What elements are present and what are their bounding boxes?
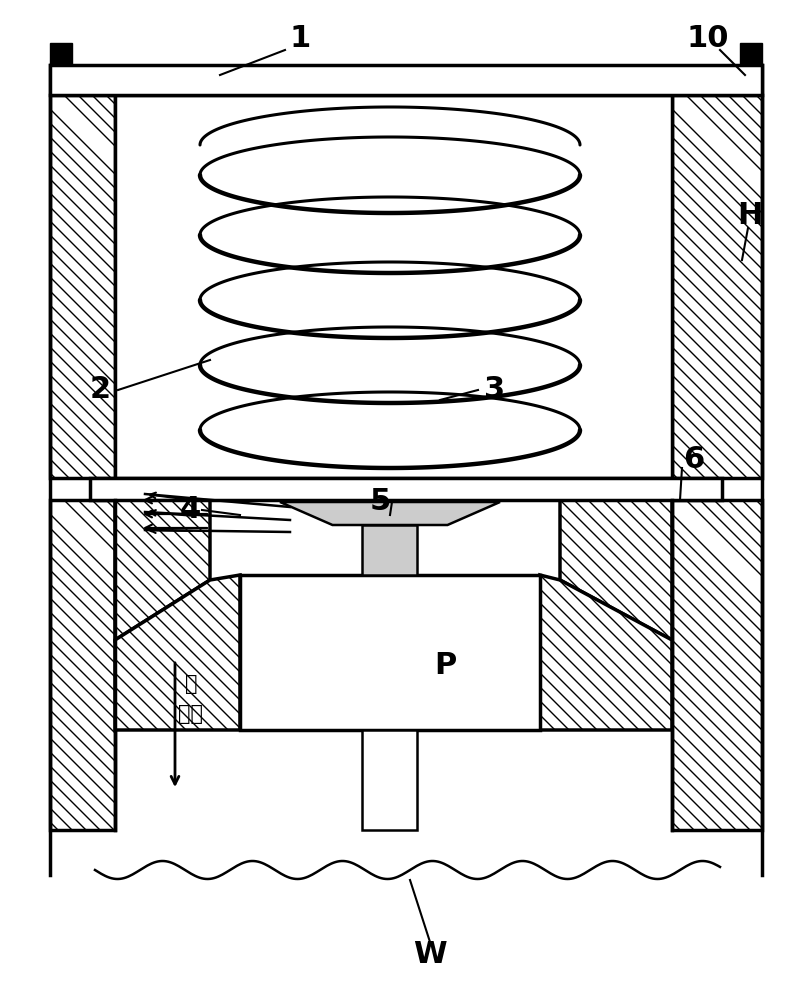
Text: 5: 5 <box>369 487 390 517</box>
Text: P: P <box>433 651 456 680</box>
Bar <box>50 500 115 830</box>
Bar <box>240 575 539 730</box>
Text: W: W <box>413 941 446 970</box>
Bar <box>50 65 761 95</box>
Polygon shape <box>362 525 417 575</box>
Bar <box>50 43 72 65</box>
Text: 1: 1 <box>289 23 311 52</box>
Text: 2: 2 <box>89 376 110 405</box>
Bar <box>115 95 672 478</box>
Text: 10: 10 <box>686 23 728 52</box>
PathPatch shape <box>115 575 240 730</box>
Text: 4: 4 <box>179 495 200 525</box>
PathPatch shape <box>115 500 210 640</box>
Bar <box>672 95 761 478</box>
Text: 气: 气 <box>185 674 197 694</box>
Text: 6: 6 <box>683 445 704 474</box>
Polygon shape <box>280 502 500 525</box>
PathPatch shape <box>539 575 672 730</box>
Bar <box>362 730 417 830</box>
Bar <box>672 500 761 830</box>
PathPatch shape <box>560 500 672 640</box>
Text: 3: 3 <box>484 376 505 405</box>
Bar <box>50 95 115 478</box>
Bar <box>739 43 761 65</box>
Text: 运行: 运行 <box>178 704 203 724</box>
Bar <box>90 478 721 500</box>
Text: H: H <box>736 200 762 230</box>
